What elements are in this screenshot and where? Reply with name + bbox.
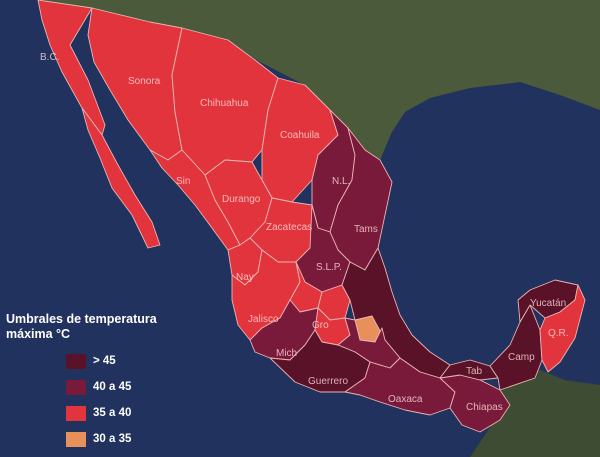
- legend-swatch-35-40: [66, 406, 86, 421]
- state-coahuila: [261, 77, 339, 203]
- land-usa: [38, 0, 600, 160]
- legend-swatch-40-45: [66, 380, 86, 395]
- state-oaxaca: [344, 357, 456, 416]
- state-guerrero: [269, 329, 371, 393]
- legend-label-40-45: 40 a 45: [93, 381, 132, 393]
- legend-label-gt45: > 45: [93, 355, 116, 367]
- land-central-america: [470, 370, 600, 457]
- legend-title: Umbrales de temperatura máxima °C: [6, 312, 157, 341]
- legend-swatch-30-35: [66, 432, 86, 447]
- state-tabasco: [439, 359, 499, 381]
- legend-label-30-35: 30 a 35: [93, 433, 132, 445]
- legend-swatch-gt45: [66, 354, 86, 369]
- state-qroo: [539, 284, 586, 373]
- legend-label-35-40: 35 a 40: [93, 407, 132, 419]
- state-bcs: [81, 107, 161, 249]
